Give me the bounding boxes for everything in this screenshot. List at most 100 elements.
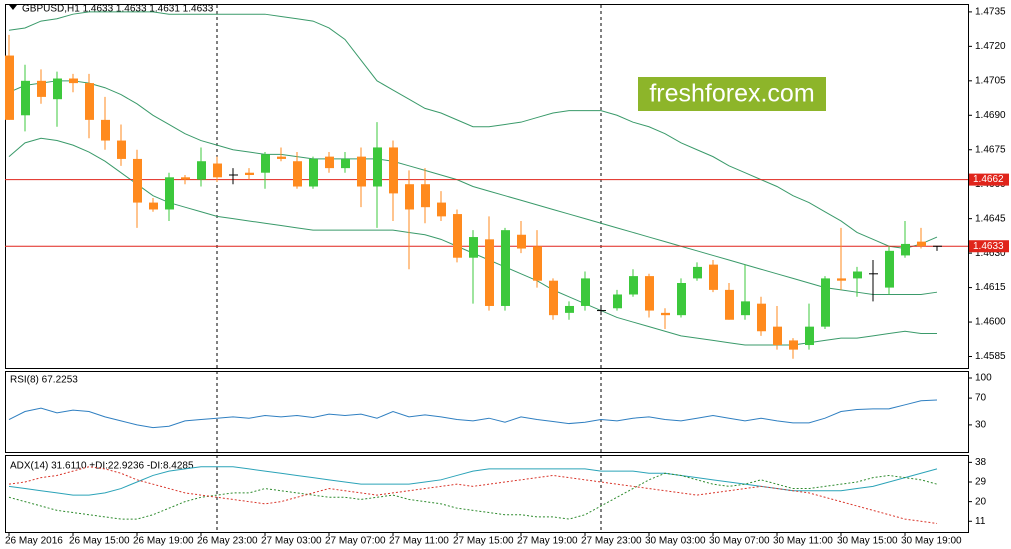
candle-body <box>389 147 398 194</box>
price-label: 1.4662 <box>973 174 1004 185</box>
y-tick-label: 30 <box>975 420 987 431</box>
indicator-line <box>8 399 938 429</box>
x-tick-label: 30 May 07:00 <box>709 536 770 547</box>
watermark-box <box>638 77 826 111</box>
candle-body <box>245 172 254 176</box>
candle-body <box>741 301 750 316</box>
main-panel <box>5 4 969 369</box>
candle-body <box>421 184 430 208</box>
candle-body <box>149 202 158 210</box>
candle-body <box>53 78 62 100</box>
candle-body <box>773 326 782 346</box>
x-tick-label: 27 May 23:00 <box>581 536 642 547</box>
candle-body <box>709 264 718 290</box>
adx-panel <box>5 455 969 533</box>
candle-body <box>549 280 558 316</box>
x-tick-label: 26 May 19:00 <box>133 536 194 547</box>
price-label: 1.4633 <box>973 241 1004 252</box>
watermark: freshforex.com <box>649 80 814 108</box>
x-tick-label: 30 May 11:00 <box>773 536 833 547</box>
candle-body <box>21 80 30 116</box>
candle-body <box>485 239 494 306</box>
candle-body <box>133 158 142 203</box>
y-tick-label: 1.4720 <box>975 41 1006 52</box>
y-tick-label: 1.4630 <box>975 248 1006 259</box>
candle-body <box>805 326 814 346</box>
y-tick-label: 1.4735 <box>975 7 1006 18</box>
price-label-box <box>969 240 1009 253</box>
x-tick-label: 26 May 2016 <box>5 536 63 547</box>
candle-body <box>69 78 78 84</box>
y-tick-label: 1.4675 <box>975 144 1006 155</box>
candle-body <box>853 271 862 279</box>
bollinger-band <box>8 80 938 295</box>
candle-body <box>565 305 574 313</box>
candle-body <box>725 289 734 320</box>
y-tick-label: 1.4690 <box>975 110 1006 121</box>
candle-body <box>757 303 766 332</box>
rsi-panel <box>5 371 969 453</box>
candle-body <box>197 161 206 180</box>
indicator-line <box>8 466 938 524</box>
x-tick-label: 27 May 15:00 <box>453 536 514 547</box>
candle-body <box>453 214 462 258</box>
candle-body <box>165 177 174 210</box>
x-tick-label: 27 May 07:00 <box>325 536 386 547</box>
rsi-title: RSI(8) 67.2253 <box>10 375 78 386</box>
candle-body <box>293 161 302 187</box>
candle-body <box>837 278 846 281</box>
price-label-box <box>969 173 1009 186</box>
y-tick-label: 70 <box>975 393 987 404</box>
y-tick-label: 1.4600 <box>975 317 1006 328</box>
candle-body <box>629 276 638 295</box>
x-tick-label: 27 May 19:00 <box>517 536 578 547</box>
candle-body <box>357 156 366 187</box>
candle-body <box>693 266 702 279</box>
x-tick-label: 30 May 03:00 <box>645 536 706 547</box>
candle-body <box>341 158 350 169</box>
candle-body <box>661 312 670 316</box>
candle-body <box>901 243 910 256</box>
candle-body <box>917 241 926 247</box>
candle-body <box>405 184 414 210</box>
candle-body <box>437 202 446 217</box>
candle-body <box>533 246 542 281</box>
symbol-menu-icon <box>9 5 17 10</box>
candle-body <box>213 163 222 178</box>
indicator-line <box>8 472 938 520</box>
candle-body <box>37 80 46 97</box>
candle-body <box>613 294 622 309</box>
candle-body <box>469 237 478 258</box>
x-tick-label: 30 May 19:00 <box>901 536 962 547</box>
candle-body <box>277 156 286 159</box>
candle-body <box>309 158 318 187</box>
candle-body <box>261 154 270 173</box>
candle-body <box>581 278 590 306</box>
y-tick-label: 1.4615 <box>975 282 1006 293</box>
candle-body <box>181 177 190 180</box>
y-tick-label: 100 <box>975 373 992 384</box>
x-tick-label: 26 May 15:00 <box>69 536 130 547</box>
x-tick-label: 30 May 15:00 <box>837 536 898 547</box>
candle-body <box>645 276 654 311</box>
y-tick-label: 38 <box>975 457 987 468</box>
candle-body <box>5 55 14 120</box>
y-tick-label: 20 <box>975 496 987 507</box>
candle-body <box>821 278 830 327</box>
candle-body <box>325 156 334 169</box>
x-tick-label: 27 May 11:00 <box>389 536 449 547</box>
candle-body <box>117 140 126 159</box>
y-tick-label: 1.4645 <box>975 213 1006 224</box>
candle-body <box>789 340 798 350</box>
y-tick-label: 11 <box>975 516 986 527</box>
x-tick-label: 27 May 03:00 <box>261 536 322 547</box>
candle-body <box>373 147 382 187</box>
y-tick-label: 1.4705 <box>975 75 1006 86</box>
bollinger-band <box>8 11 938 250</box>
candle-body <box>85 83 94 120</box>
candle-body <box>677 282 686 316</box>
candle-body <box>501 230 510 306</box>
y-tick-label: 29 <box>975 477 987 488</box>
adx-title: ADX(14) 31.6110 +DI:22.9236 -DI:8.4285 <box>10 461 194 472</box>
